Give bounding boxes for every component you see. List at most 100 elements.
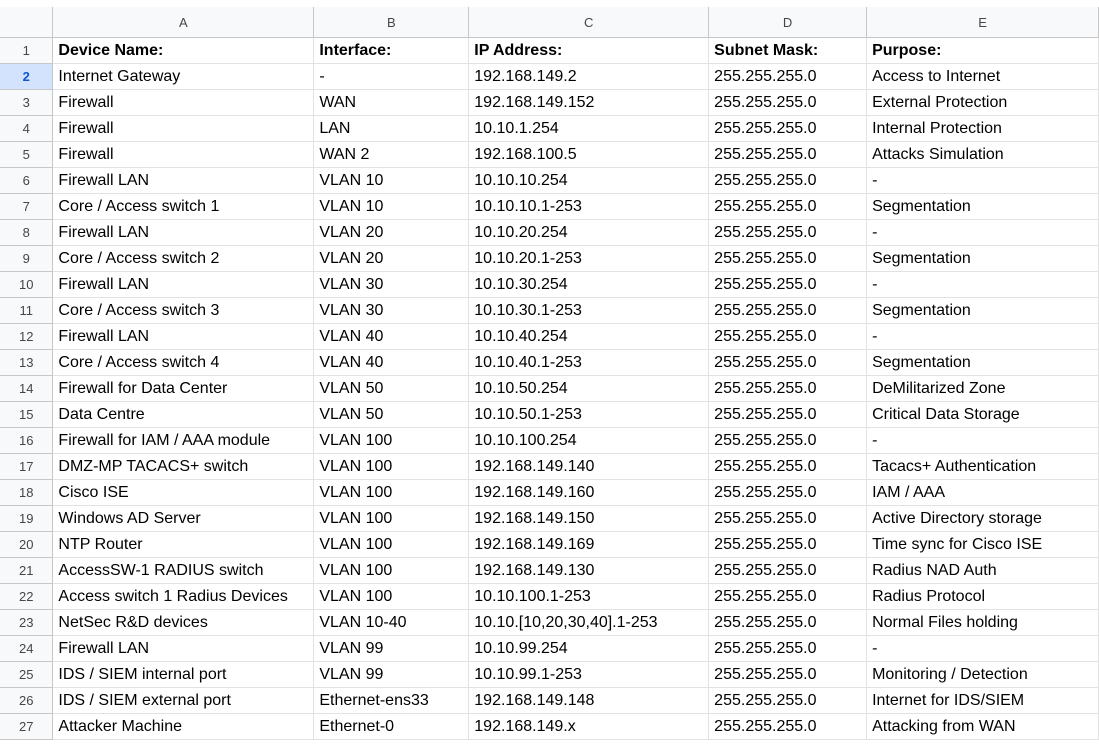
cell-e[interactable]: Normal Files holding [866, 609, 1099, 636]
cell-c[interactable]: 10.10.10.254 [468, 167, 710, 194]
cell-c[interactable]: 10.10.10.1-253 [468, 193, 710, 220]
cell-b[interactable]: VLAN 20 [313, 219, 470, 246]
column-header-e[interactable]: E [866, 7, 1099, 38]
row-header[interactable]: 11 [0, 297, 54, 324]
cell-b[interactable]: VLAN 40 [313, 349, 470, 376]
row-header[interactable]: 4 [0, 115, 54, 142]
column-header-a[interactable]: A [52, 7, 315, 38]
cell-b[interactable]: WAN [313, 89, 470, 116]
cell-c[interactable]: 10.10.50.1-253 [468, 401, 710, 428]
cell-b[interactable]: VLAN 50 [313, 401, 470, 428]
cell-e[interactable]: Critical Data Storage [866, 401, 1099, 428]
cell-c[interactable]: 10.10.100.254 [468, 427, 710, 454]
cell-b[interactable]: VLAN 100 [313, 557, 470, 584]
row-header[interactable]: 22 [0, 583, 54, 610]
row-header[interactable]: 18 [0, 479, 54, 506]
cell-d[interactable]: 255.255.255.0 [708, 427, 868, 454]
cell-e[interactable]: - [866, 219, 1099, 246]
cell-b[interactable]: VLAN 100 [313, 453, 470, 480]
cell-d[interactable]: 255.255.255.0 [708, 167, 868, 194]
cell-b[interactable]: VLAN 100 [313, 479, 470, 506]
cell-a[interactable]: IDS / SIEM internal port [52, 661, 315, 688]
cell-a[interactable]: Device Name: [52, 37, 315, 64]
cell-e[interactable]: - [866, 427, 1099, 454]
row-header[interactable]: 13 [0, 349, 54, 376]
cell-c[interactable]: 192.168.149.130 [468, 557, 710, 584]
cell-c[interactable]: 192.168.149.2 [468, 63, 710, 90]
cell-d[interactable]: 255.255.255.0 [708, 349, 868, 376]
cell-a[interactable]: Firewall LAN [52, 167, 315, 194]
cell-c[interactable]: IP Address: [468, 37, 710, 64]
cell-d[interactable]: Subnet Mask: [708, 37, 868, 64]
cell-c[interactable]: 10.10.40.254 [468, 323, 710, 350]
cell-c[interactable]: 192.168.149.148 [468, 687, 710, 714]
cell-a[interactable]: NTP Router [52, 531, 315, 558]
cell-e[interactable]: Internet for IDS/SIEM [866, 687, 1099, 714]
cell-b[interactable]: VLAN 10 [313, 193, 470, 220]
row-header[interactable]: 17 [0, 453, 54, 480]
cell-c[interactable]: 10.10.[10,20,30,40].1-253 [468, 609, 710, 636]
cell-d[interactable]: 255.255.255.0 [708, 401, 868, 428]
cell-d[interactable]: 255.255.255.0 [708, 687, 868, 714]
column-header-d[interactable]: D [708, 7, 868, 38]
row-header[interactable]: 26 [0, 687, 54, 714]
cell-d[interactable]: 255.255.255.0 [708, 193, 868, 220]
cell-c[interactable]: 10.10.50.254 [468, 375, 710, 402]
cell-e[interactable]: Purpose: [866, 37, 1099, 64]
cell-d[interactable]: 255.255.255.0 [708, 63, 868, 90]
cell-d[interactable]: 255.255.255.0 [708, 609, 868, 636]
cell-c[interactable]: 192.168.149.x [468, 713, 710, 740]
cell-e[interactable]: Segmentation [866, 193, 1099, 220]
row-header[interactable]: 23 [0, 609, 54, 636]
row-header[interactable]: 5 [0, 141, 54, 168]
row-header[interactable]: 3 [0, 89, 54, 116]
row-header[interactable]: 12 [0, 323, 54, 350]
cell-e[interactable]: Attacking from WAN [866, 713, 1099, 740]
cell-b[interactable]: VLAN 20 [313, 245, 470, 272]
cell-a[interactable]: Firewall [52, 89, 315, 116]
cell-b[interactable]: VLAN 100 [313, 427, 470, 454]
cell-a[interactable]: Data Centre [52, 401, 315, 428]
cell-a[interactable]: Firewall for Data Center [52, 375, 315, 402]
cell-a[interactable]: Access switch 1 Radius Devices [52, 583, 315, 610]
cell-d[interactable]: 255.255.255.0 [708, 245, 868, 272]
cell-c[interactable]: 10.10.99.1-253 [468, 661, 710, 688]
cell-a[interactable]: Internet Gateway [52, 63, 315, 90]
cell-b[interactable]: VLAN 10-40 [313, 609, 470, 636]
cell-a[interactable]: Firewall LAN [52, 323, 315, 350]
row-header[interactable]: 25 [0, 661, 54, 688]
cell-a[interactable]: Firewall [52, 115, 315, 142]
cell-e[interactable]: Access to Internet [866, 63, 1099, 90]
cell-a[interactable]: IDS / SIEM external port [52, 687, 315, 714]
cell-b[interactable]: VLAN 10 [313, 167, 470, 194]
cell-c[interactable]: 10.10.20.254 [468, 219, 710, 246]
cell-a[interactable]: Cisco ISE [52, 479, 315, 506]
row-header[interactable]: 9 [0, 245, 54, 272]
cell-e[interactable]: Internal Protection [866, 115, 1099, 142]
cell-d[interactable]: 255.255.255.0 [708, 505, 868, 532]
row-header[interactable]: 16 [0, 427, 54, 454]
select-all-corner[interactable] [0, 7, 54, 38]
cell-b[interactable]: Ethernet-ens33 [313, 687, 470, 714]
cell-e[interactable]: IAM / AAA [866, 479, 1099, 506]
cell-b[interactable]: LAN [313, 115, 470, 142]
column-header-b[interactable]: B [313, 7, 470, 38]
row-header[interactable]: 24 [0, 635, 54, 662]
cell-d[interactable]: 255.255.255.0 [708, 453, 868, 480]
cell-b[interactable]: VLAN 99 [313, 635, 470, 662]
cell-c[interactable]: 192.168.149.140 [468, 453, 710, 480]
cell-b[interactable]: WAN 2 [313, 141, 470, 168]
cell-d[interactable]: 255.255.255.0 [708, 557, 868, 584]
cell-b[interactable]: - [313, 63, 470, 90]
cell-c[interactable]: 192.168.149.160 [468, 479, 710, 506]
cell-c[interactable]: 10.10.40.1-253 [468, 349, 710, 376]
column-header-c[interactable]: C [468, 7, 710, 38]
cell-a[interactable]: Core / Access switch 3 [52, 297, 315, 324]
cell-c[interactable]: 192.168.149.150 [468, 505, 710, 532]
cell-d[interactable]: 255.255.255.0 [708, 661, 868, 688]
cell-e[interactable]: Radius Protocol [866, 583, 1099, 610]
cell-d[interactable]: 255.255.255.0 [708, 375, 868, 402]
cell-d[interactable]: 255.255.255.0 [708, 141, 868, 168]
row-header[interactable]: 15 [0, 401, 54, 428]
cell-d[interactable]: 255.255.255.0 [708, 531, 868, 558]
